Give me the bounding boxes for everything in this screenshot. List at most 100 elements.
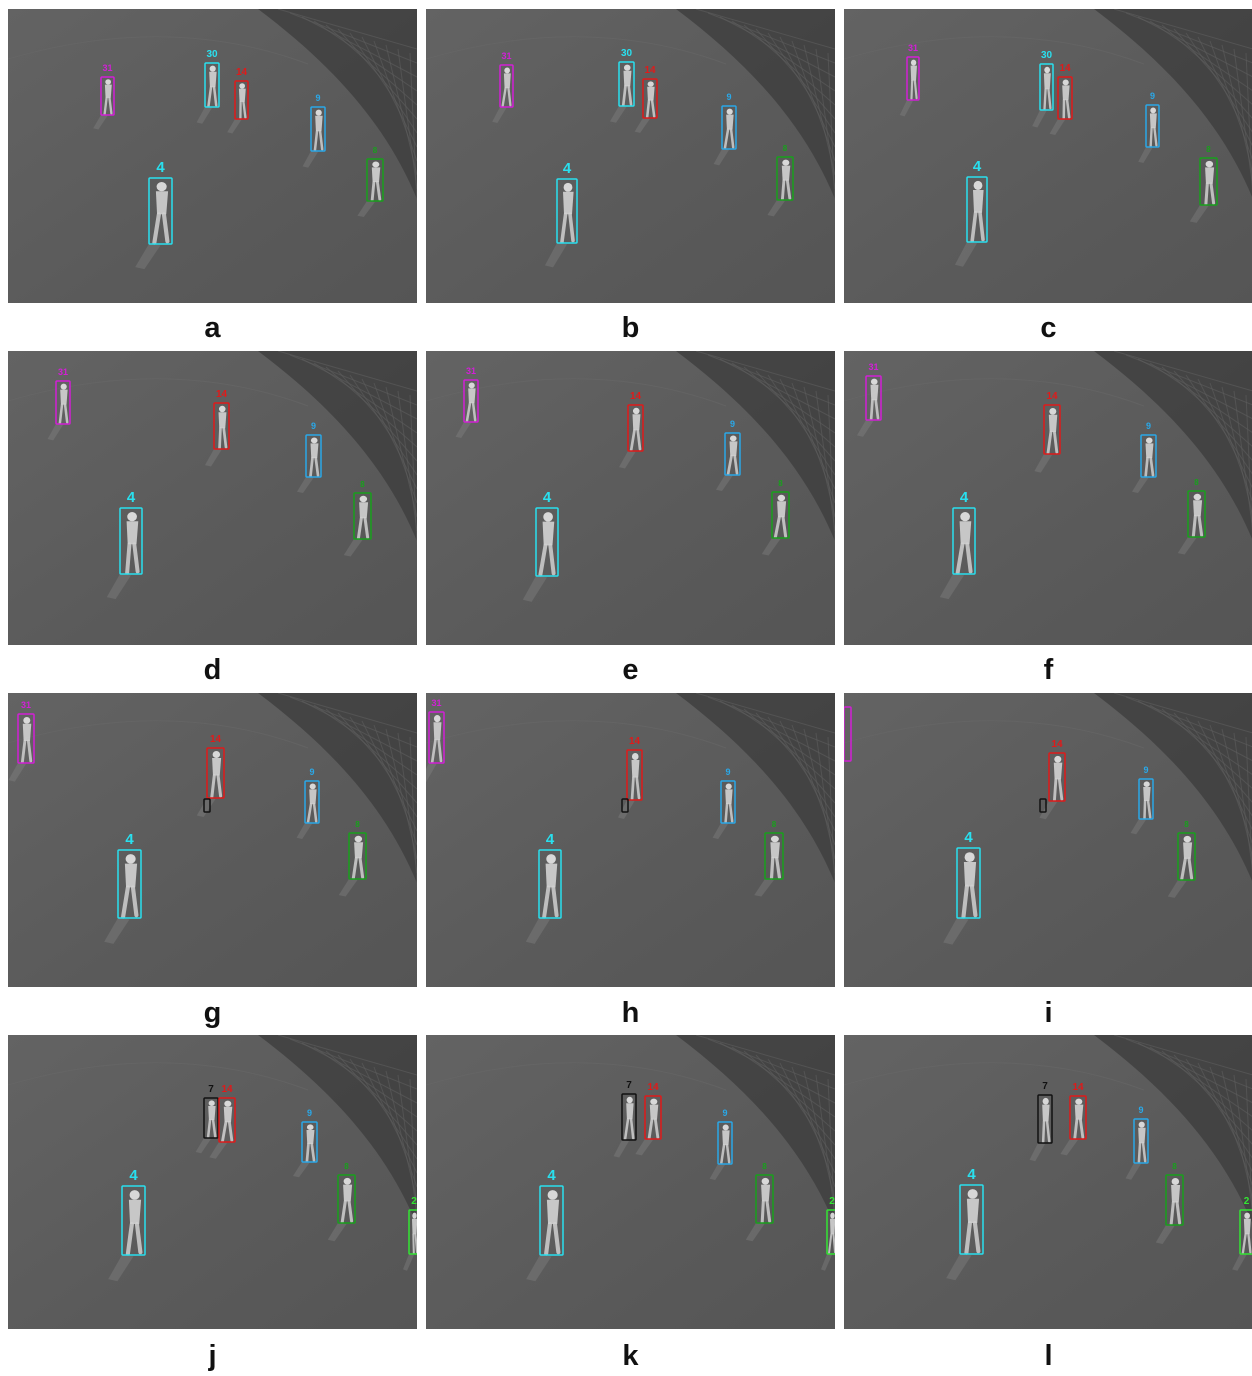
frame-panel-i: 14 9 8 4 — [844, 693, 1252, 987]
tracked-player: 4 — [545, 160, 578, 268]
thermal-frame-image: 31 14 9 8 4 — [844, 351, 1252, 645]
track-id-label: 9 — [315, 93, 320, 103]
frame-caption-l: l — [1044, 1340, 1053, 1372]
tracked-player: 31 — [426, 698, 445, 783]
track-bounding-box — [952, 507, 976, 575]
tracked-player — [1039, 798, 1047, 813]
track-bounding-box — [1039, 798, 1047, 813]
tracked-player: 31 — [8, 700, 35, 782]
track-id-label: 14 — [216, 389, 228, 400]
track-id-label: 8 — [1184, 820, 1189, 829]
track-bounding-box — [826, 1209, 835, 1255]
track-bounding-box — [117, 849, 142, 919]
tracked-player: 7 — [195, 1084, 219, 1154]
tracked-player: 14 — [205, 389, 230, 467]
tracked-player: 14 — [1039, 739, 1066, 820]
track-id-label: 9 — [1143, 765, 1148, 775]
frame-caption-f: f — [1043, 654, 1054, 686]
tracked-player: 7 — [1029, 1081, 1053, 1162]
tracked-player: 9 — [1132, 421, 1157, 493]
tracked-player: 4 — [522, 489, 559, 602]
thermal-frame-image: 31 30 14 9 8 4 — [844, 9, 1252, 303]
track-id-label: 8 — [1206, 145, 1211, 154]
track-id-label: 14 — [1059, 63, 1071, 74]
frame-panel-a: 31 30 14 9 8 4 — [8, 9, 417, 303]
frame-caption-c: c — [1040, 312, 1057, 344]
tracked-player — [203, 798, 211, 813]
tracked-player: 14 — [196, 734, 225, 817]
frame-panel-k: 7 14 9 8 4 2 — [426, 1035, 835, 1329]
track-bounding-box — [337, 1174, 356, 1224]
track-bounding-box — [119, 507, 143, 575]
thermal-frame-image: 14 9 8 4 — [844, 693, 1252, 987]
tracked-player: 30 — [610, 48, 635, 123]
track-bounding-box — [771, 491, 790, 539]
track-bounding-box — [865, 375, 882, 421]
track-id-label: 14 — [1051, 739, 1063, 750]
track-bounding-box — [1138, 778, 1154, 820]
tracked-player: 14 — [1060, 1082, 1087, 1156]
track-bounding-box — [17, 713, 35, 764]
track-bounding-box — [1057, 76, 1073, 120]
track-id-label: 4 — [547, 1167, 556, 1184]
track-id-label: 30 — [1041, 50, 1053, 61]
track-bounding-box — [626, 749, 643, 801]
track-bounding-box — [1039, 63, 1054, 111]
tracked-player: 31 — [857, 362, 882, 437]
frame-caption-k: k — [622, 1340, 639, 1372]
tracked-player: 9 — [713, 92, 737, 166]
tracked-player: 30 — [196, 49, 220, 124]
tracked-player: 4 — [946, 1166, 984, 1281]
track-id-label: 31 — [466, 366, 476, 376]
track-bounding-box — [1048, 752, 1066, 802]
thermal-frame-image: 31 14 9 8 4 — [8, 693, 417, 987]
track-bounding-box — [556, 178, 578, 244]
track-id-label: 14 — [647, 1082, 659, 1093]
tracked-player: 31 — [93, 63, 115, 130]
tracked-player: 14 — [209, 1084, 236, 1159]
tracked-player: 4 — [106, 489, 143, 600]
track-bounding-box — [428, 711, 445, 764]
track-bounding-box — [642, 78, 658, 119]
track-id-label: 31 — [21, 700, 31, 710]
frame-panel-j: 7 14 9 8 4 2 — [8, 1035, 417, 1329]
track-bounding-box — [121, 1185, 146, 1256]
track-id-label: 2 — [1244, 1196, 1250, 1207]
track-id-label: 9 — [309, 767, 314, 777]
track-bounding-box — [304, 780, 320, 824]
track-bounding-box — [213, 402, 230, 450]
tracked-player: 8 — [1167, 820, 1196, 898]
track-bounding-box — [301, 1121, 318, 1163]
track-bounding-box — [844, 706, 852, 762]
tracked-player: 8 — [1155, 1162, 1184, 1244]
track-bounding-box — [1177, 832, 1196, 881]
tracked-player: 14 — [227, 67, 249, 134]
tracked-player: 9 — [712, 767, 736, 839]
tracked-player: 14 — [619, 391, 644, 469]
tracked-player: 9 — [709, 1108, 733, 1180]
track-id-label: 4 — [543, 489, 552, 506]
tracked-player: 8 — [767, 144, 794, 217]
track-bounding-box — [539, 1185, 564, 1256]
track-bounding-box — [627, 404, 644, 452]
track-id-label: 14 — [1072, 1082, 1084, 1093]
track-id-label: 9 — [1138, 1105, 1143, 1115]
track-bounding-box — [717, 1121, 733, 1165]
track-id-label: 4 — [960, 489, 969, 506]
track-id-label: 31 — [431, 698, 441, 708]
tracked-player: 8 — [343, 480, 372, 557]
track-bounding-box — [724, 432, 741, 476]
track-id-label: 2 — [829, 1196, 835, 1207]
thermal-frame-image: 7 14 9 8 4 2 — [8, 1035, 417, 1329]
track-bounding-box — [966, 176, 988, 243]
tracked-player: 14 — [618, 736, 643, 819]
track-bounding-box — [305, 434, 322, 478]
track-id-label: 4 — [546, 831, 555, 848]
track-bounding-box — [55, 380, 71, 425]
track-bounding-box — [621, 1093, 637, 1141]
track-bounding-box — [1037, 1094, 1053, 1144]
track-id-label: 31 — [868, 362, 878, 372]
track-id-label: 30 — [206, 49, 218, 60]
track-id-label: 4 — [964, 829, 973, 846]
thermal-frame-image: 7 14 9 8 4 2 — [426, 1035, 835, 1329]
